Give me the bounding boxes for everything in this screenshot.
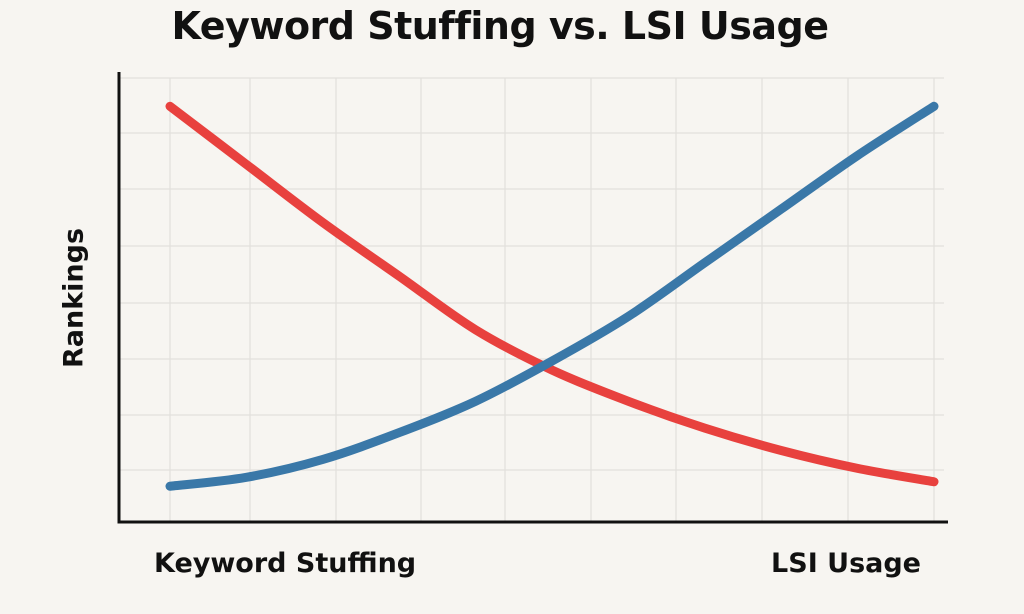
series-line-red [165,101,939,487]
series-line-blue [165,101,939,491]
x-axis-label-right: LSI Usage [771,548,921,579]
x-axis-label-left: Keyword Stuffing [154,548,417,579]
series-lines [165,101,939,491]
grid [119,77,944,522]
chart-title: Keyword Stuffing vs. LSI Usage [171,4,829,48]
